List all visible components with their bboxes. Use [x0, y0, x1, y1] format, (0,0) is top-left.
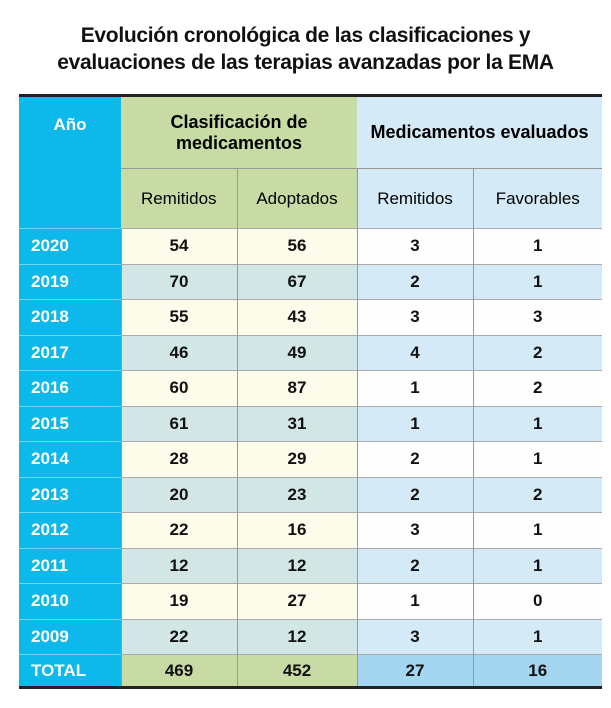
value-cell: 12 — [236, 547, 357, 584]
title-line-1: Evolución cronológica de las clasificaci… — [80, 24, 531, 47]
value-cell: 46 — [120, 334, 237, 371]
total-cell: 469 — [120, 654, 237, 688]
column-header: Remitidos — [121, 168, 237, 229]
table-row: 2015 61 31 1 1 — [19, 405, 603, 442]
table-row: 2016 60 87 1 2 — [19, 370, 603, 406]
table-row: 2009 22 12 3 1 — [19, 618, 603, 655]
value-cell: 3 — [356, 228, 473, 264]
value-cell: 22 — [120, 512, 237, 548]
value-cell: 3 — [356, 618, 473, 655]
value-cell: 1 — [472, 547, 603, 584]
year-cell: 2020 — [19, 228, 121, 264]
value-cell: 0 — [472, 583, 603, 619]
value-cell: 20 — [120, 476, 237, 513]
value-cell: 1 — [356, 583, 473, 619]
value-cell: 31 — [236, 405, 357, 442]
value-cell: 49 — [236, 334, 357, 371]
value-cell: 43 — [236, 299, 357, 335]
table-row: 2017 46 49 4 2 — [19, 334, 603, 371]
value-cell: 29 — [236, 441, 357, 477]
value-cell: 1 — [472, 228, 603, 264]
year-cell: 2015 — [19, 405, 121, 442]
value-cell: 60 — [120, 370, 237, 406]
value-cell: 61 — [120, 405, 237, 442]
group-header-evaluados: Medicamentos evaluados — [357, 95, 603, 169]
total-cell: 16 — [472, 654, 603, 688]
table-row: 2014 28 29 2 1 — [19, 441, 603, 477]
year-cell: 2009 — [19, 618, 121, 655]
value-cell: 2 — [472, 370, 603, 406]
value-cell: 3 — [356, 299, 473, 335]
table-row: 2010 19 27 1 0 — [19, 583, 603, 619]
value-cell: 70 — [120, 263, 237, 300]
value-cell: 4 — [356, 334, 473, 371]
column-header: Favorables — [472, 168, 603, 229]
table-row: 2013 20 23 2 2 — [19, 476, 603, 513]
total-cell: 452 — [236, 654, 357, 688]
value-cell: 1 — [472, 263, 603, 300]
table-row: 2020 54 56 3 1 — [19, 228, 603, 264]
value-cell: 3 — [472, 299, 603, 335]
value-cell: 87 — [236, 370, 357, 406]
value-cell: 2 — [356, 441, 473, 477]
table-row: 2019 70 67 2 1 — [19, 263, 603, 300]
value-cell: 27 — [236, 583, 357, 619]
year-cell: 2012 — [19, 512, 121, 548]
year-cell: 2018 — [19, 299, 121, 335]
value-cell: 12 — [120, 547, 237, 584]
value-cell: 1 — [356, 405, 473, 442]
value-cell: 3 — [356, 512, 473, 548]
table-row: 2012 22 16 3 1 — [19, 512, 603, 548]
year-cell: 2010 — [19, 583, 121, 619]
table-row: 2018 55 43 3 3 — [19, 299, 603, 335]
year-cell: 2019 — [19, 263, 121, 300]
value-cell: 1 — [472, 618, 603, 655]
data-table: Año Clasificación de medicamentos Medica… — [19, 94, 603, 689]
column-header: Adoptados — [236, 168, 357, 229]
value-cell: 55 — [120, 299, 237, 335]
value-cell: 1 — [356, 370, 473, 406]
column-header: Remitidos — [356, 168, 473, 229]
value-cell: 22 — [120, 618, 237, 655]
chart-title: Evolución cronológica de las clasificaci… — [0, 22, 611, 76]
value-cell: 2 — [356, 547, 473, 584]
year-header: Año — [19, 95, 121, 229]
year-cell: 2016 — [19, 370, 121, 406]
value-cell: 56 — [236, 228, 357, 264]
group-header-clasificacion: Clasificación de medicamentos — [121, 95, 357, 169]
value-cell: 1 — [472, 441, 603, 477]
value-cell: 28 — [120, 441, 237, 477]
value-cell: 54 — [120, 228, 237, 264]
value-cell: 1 — [472, 512, 603, 548]
value-cell: 16 — [236, 512, 357, 548]
year-cell: 2014 — [19, 441, 121, 477]
value-cell: 2 — [472, 476, 603, 513]
value-cell: 1 — [472, 405, 603, 442]
title-line-2: evaluaciones de las terapias avanzadas p… — [57, 51, 554, 74]
year-cell: 2013 — [19, 476, 121, 513]
value-cell: 2 — [356, 476, 473, 513]
total-row: TOTAL 469 452 27 16 — [19, 654, 603, 688]
value-cell: 2 — [472, 334, 603, 371]
year-cell: 2017 — [19, 334, 121, 371]
value-cell: 12 — [236, 618, 357, 655]
total-cell: 27 — [356, 654, 473, 688]
total-label: TOTAL — [19, 654, 121, 688]
value-cell: 2 — [356, 263, 473, 300]
value-cell: 23 — [236, 476, 357, 513]
year-cell: 2011 — [19, 547, 121, 584]
value-cell: 67 — [236, 263, 357, 300]
table-row: 2011 12 12 2 1 — [19, 547, 603, 584]
value-cell: 19 — [120, 583, 237, 619]
